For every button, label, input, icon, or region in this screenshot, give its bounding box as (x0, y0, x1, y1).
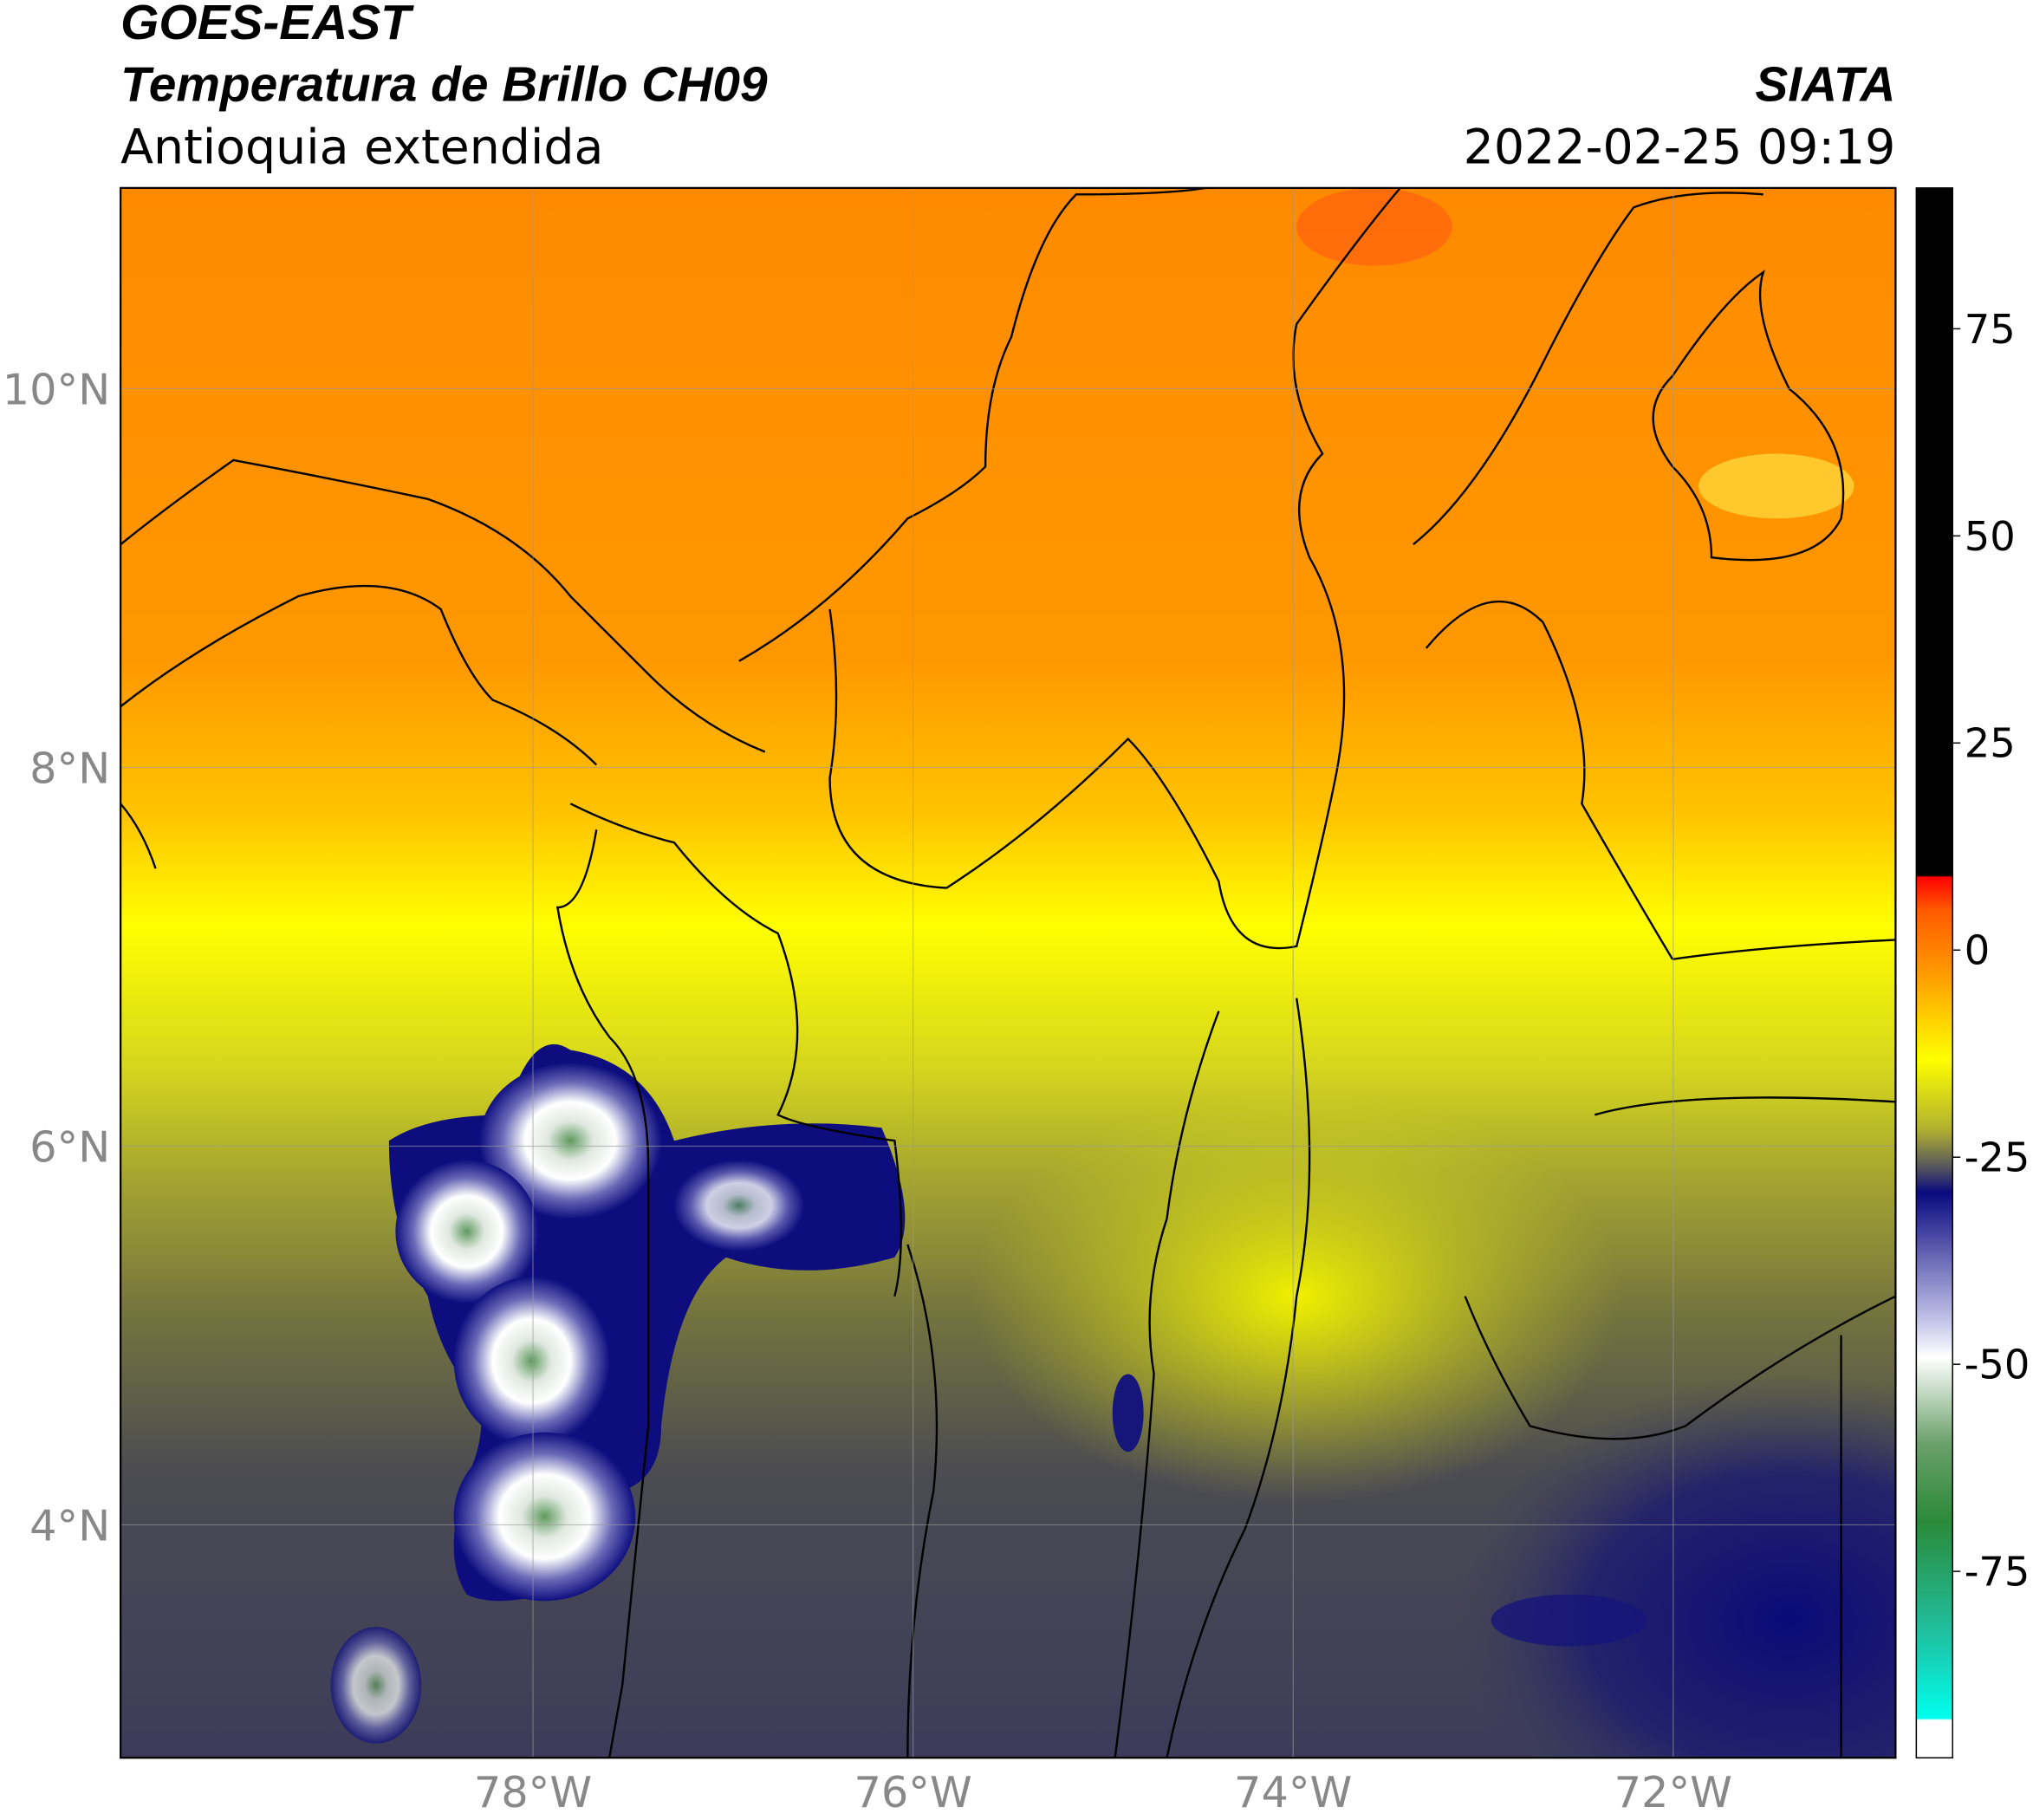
graticule (120, 187, 1896, 1758)
colorbar-tick-label: 25 (1965, 720, 2016, 767)
title: GOES-EAST (120, 0, 414, 50)
lon-tick-label: 78°W (474, 1767, 592, 1817)
colorbar-tick-label: -50 (1965, 1342, 2030, 1388)
lat-tick-label: 4°N (29, 1500, 110, 1550)
lat-tick-label: 8°N (29, 743, 110, 793)
region: Antioquia extendida (120, 120, 603, 175)
timestamp: 2022-02-25 09:19 (1464, 120, 1896, 175)
subtitle: Temperatura de Brillo CH09 (120, 58, 768, 113)
colorbar-tick-label: 50 (1965, 513, 2016, 560)
colorbar-tick-label: 75 (1965, 306, 2016, 353)
map-frame (120, 186, 1897, 1759)
lon-tick-label: 74°W (1234, 1767, 1352, 1817)
source: SIATA (1755, 58, 1895, 113)
colorbar-tick-label: -25 (1965, 1134, 2030, 1181)
lon-tick-label: 72°W (1614, 1767, 1732, 1817)
colorbar (1915, 187, 1953, 1758)
lat-tick-label: 10°N (3, 364, 110, 414)
colorbar-tick-label: -75 (1965, 1549, 2030, 1596)
lat-tick-label: 6°N (29, 1121, 110, 1172)
lon-tick-label: 76°W (854, 1767, 971, 1817)
colorbar-tick-label: 0 (1965, 927, 1991, 974)
map-image (120, 187, 1896, 1758)
